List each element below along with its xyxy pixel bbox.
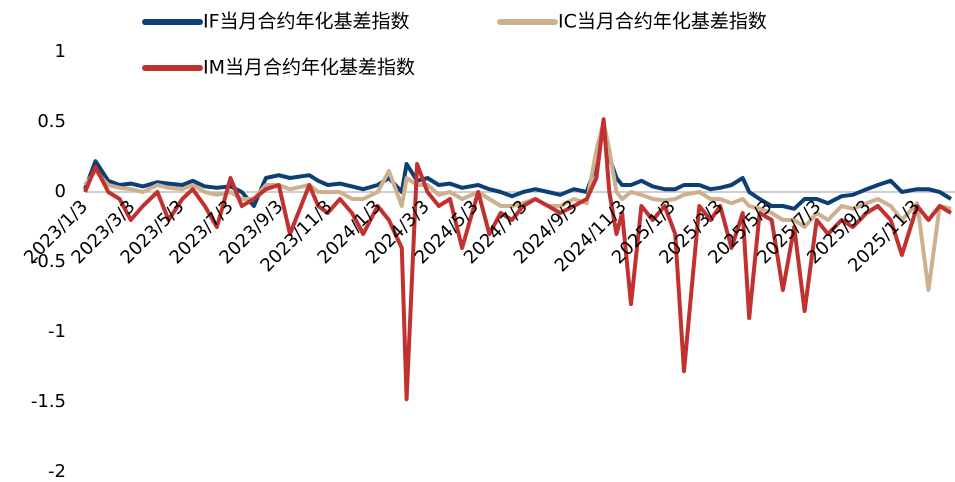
legend-label: IF当月合约年化基差指数 bbox=[203, 11, 410, 33]
legend-label: IC当月合约年化基差指数 bbox=[558, 11, 767, 33]
series-line bbox=[83, 117, 953, 402]
y-tick-label: -1.5 bbox=[31, 391, 66, 412]
series-line bbox=[83, 120, 953, 211]
y-tick-label: 1 bbox=[55, 41, 66, 62]
y-tick-label: 0.5 bbox=[37, 111, 66, 132]
y-tick-label: -0.5 bbox=[31, 251, 66, 272]
y-tick-label: 0 bbox=[55, 181, 66, 202]
legend-label: IM当月合约年化基差指数 bbox=[203, 57, 415, 79]
y-tick-label: -2 bbox=[48, 461, 66, 482]
y-tick-label: -1 bbox=[48, 321, 66, 342]
